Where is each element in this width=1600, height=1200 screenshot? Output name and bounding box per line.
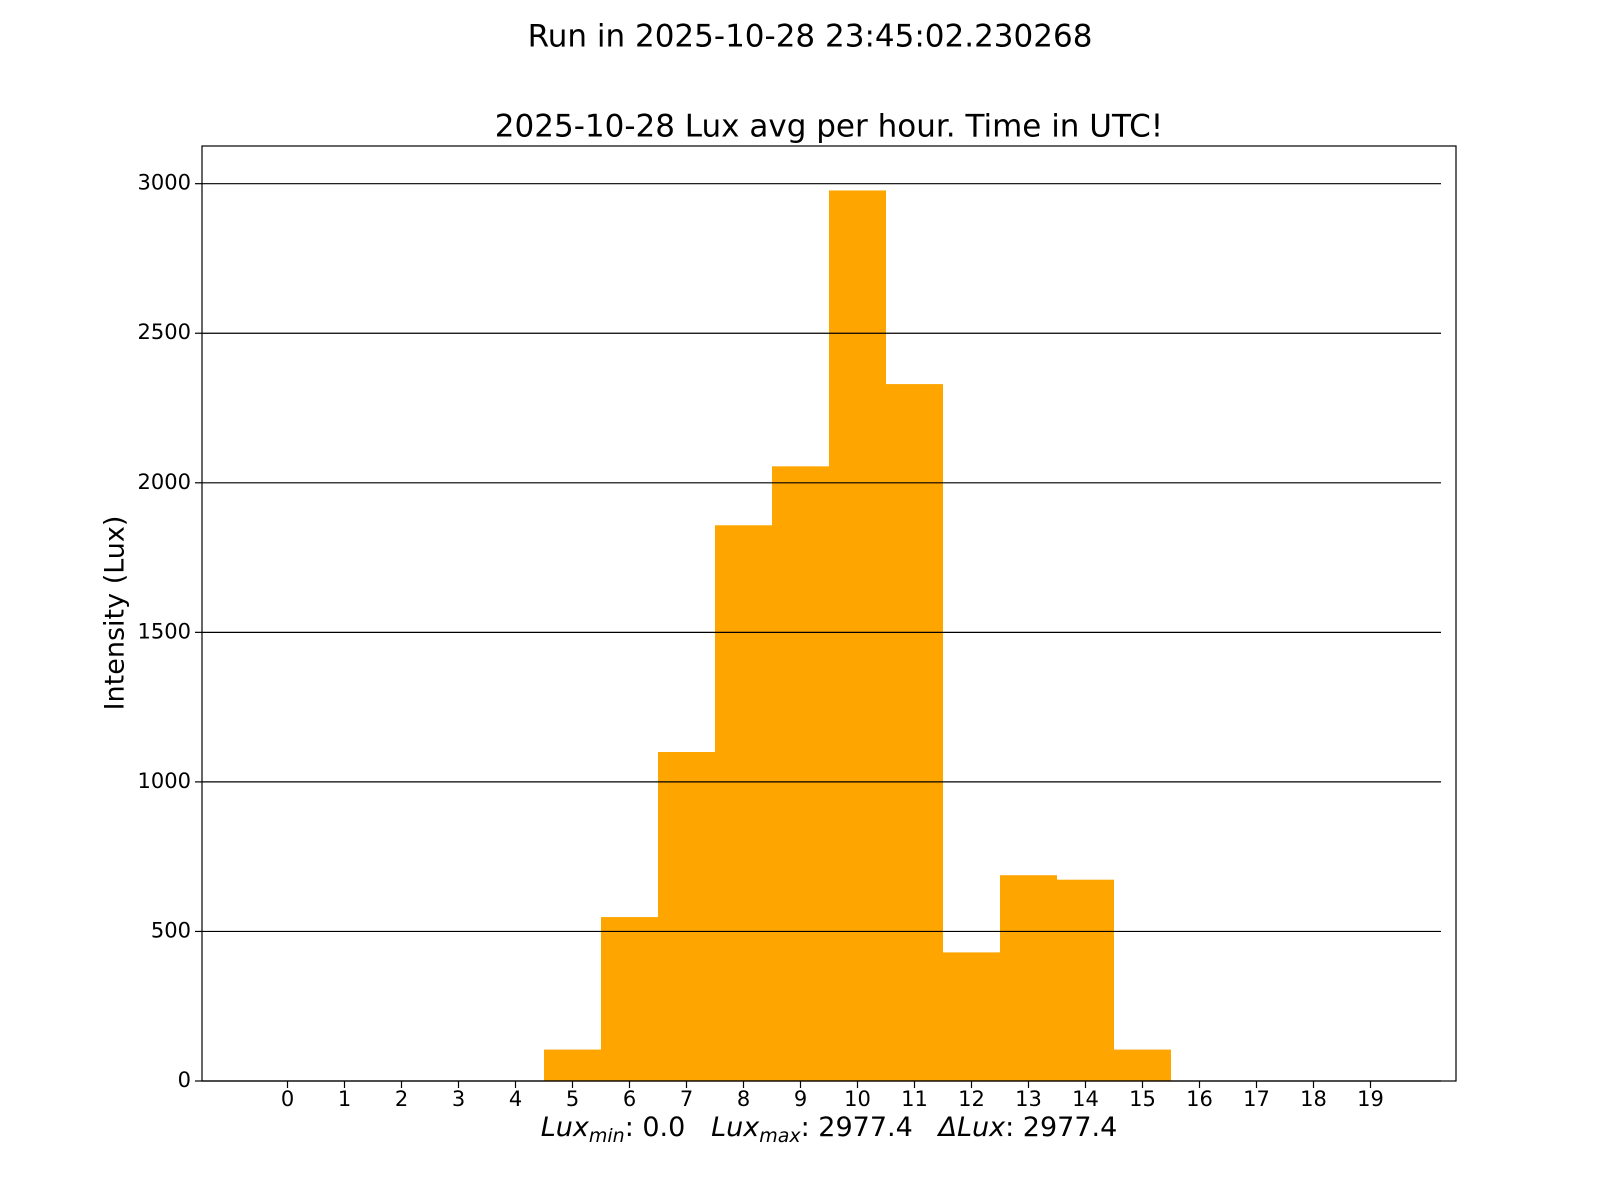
x-tick-label: 10 xyxy=(844,1087,871,1111)
y-tick-label: 0 xyxy=(178,1068,191,1092)
y-tick-label: 1000 xyxy=(138,769,191,793)
x-tick-label: 1 xyxy=(338,1087,351,1111)
x-tick-label: 19 xyxy=(1357,1087,1384,1111)
x-tick-label: 18 xyxy=(1300,1087,1327,1111)
x-tick-label: 8 xyxy=(737,1087,750,1111)
plot-frame xyxy=(201,145,1457,1082)
bar xyxy=(886,384,943,1081)
bar xyxy=(1057,879,1114,1081)
bar xyxy=(601,917,658,1081)
y-tick-label: 500 xyxy=(151,918,191,942)
x-label-part: Lux xyxy=(711,1112,760,1143)
x-label-part: min xyxy=(589,1125,625,1147)
x-tick-label: 3 xyxy=(452,1087,465,1111)
x-label-part: : 2977.4 xyxy=(1005,1112,1117,1143)
x-tick-label: 0 xyxy=(281,1087,294,1111)
y-tick-label: 2500 xyxy=(138,320,191,344)
x-tick-label: 7 xyxy=(680,1087,693,1111)
bar xyxy=(829,190,886,1081)
x-tick-label: 4 xyxy=(509,1087,522,1111)
bar xyxy=(1114,1049,1171,1081)
x-axis-label: Luxmin: 0.0 Luxmax: 2977.4 ΔLux: 2977.4 xyxy=(541,1112,1118,1147)
x-tick-label: 2 xyxy=(395,1087,408,1111)
x-tick-label: 15 xyxy=(1129,1087,1156,1111)
x-tick-label: 6 xyxy=(623,1087,636,1111)
x-tick-label: 17 xyxy=(1243,1087,1270,1111)
x-label-part: : 2977.4 xyxy=(801,1112,939,1143)
bar xyxy=(1000,875,1057,1081)
x-tick-label: 5 xyxy=(566,1087,579,1111)
x-tick-label: 13 xyxy=(1015,1087,1042,1111)
suptitle: Run in 2025-10-28 23:45:02.230268 xyxy=(528,19,1093,55)
x-label-part: ΔLux xyxy=(937,1112,1007,1143)
y-tick-label: 1500 xyxy=(138,619,191,643)
y-tick-label: 3000 xyxy=(138,171,191,195)
x-tick-label: 14 xyxy=(1072,1087,1099,1111)
bar xyxy=(772,466,829,1081)
bar xyxy=(943,952,1000,1081)
x-label-part: max xyxy=(759,1125,801,1147)
bar xyxy=(544,1049,601,1081)
bar xyxy=(715,525,772,1081)
bar xyxy=(658,751,715,1081)
x-tick-label: 16 xyxy=(1186,1087,1213,1111)
y-tick-label: 2000 xyxy=(138,470,191,494)
chart-title: 2025-10-28 Lux avg per hour. Time in UTC… xyxy=(495,109,1163,145)
x-tick-label: 11 xyxy=(901,1087,928,1111)
y-axis-label: Intensity (Lux) xyxy=(100,516,131,711)
x-label-part: : 0.0 xyxy=(625,1112,711,1143)
x-label-part: Lux xyxy=(541,1112,590,1143)
x-tick-label: 9 xyxy=(794,1087,807,1111)
x-tick-label: 12 xyxy=(958,1087,985,1111)
